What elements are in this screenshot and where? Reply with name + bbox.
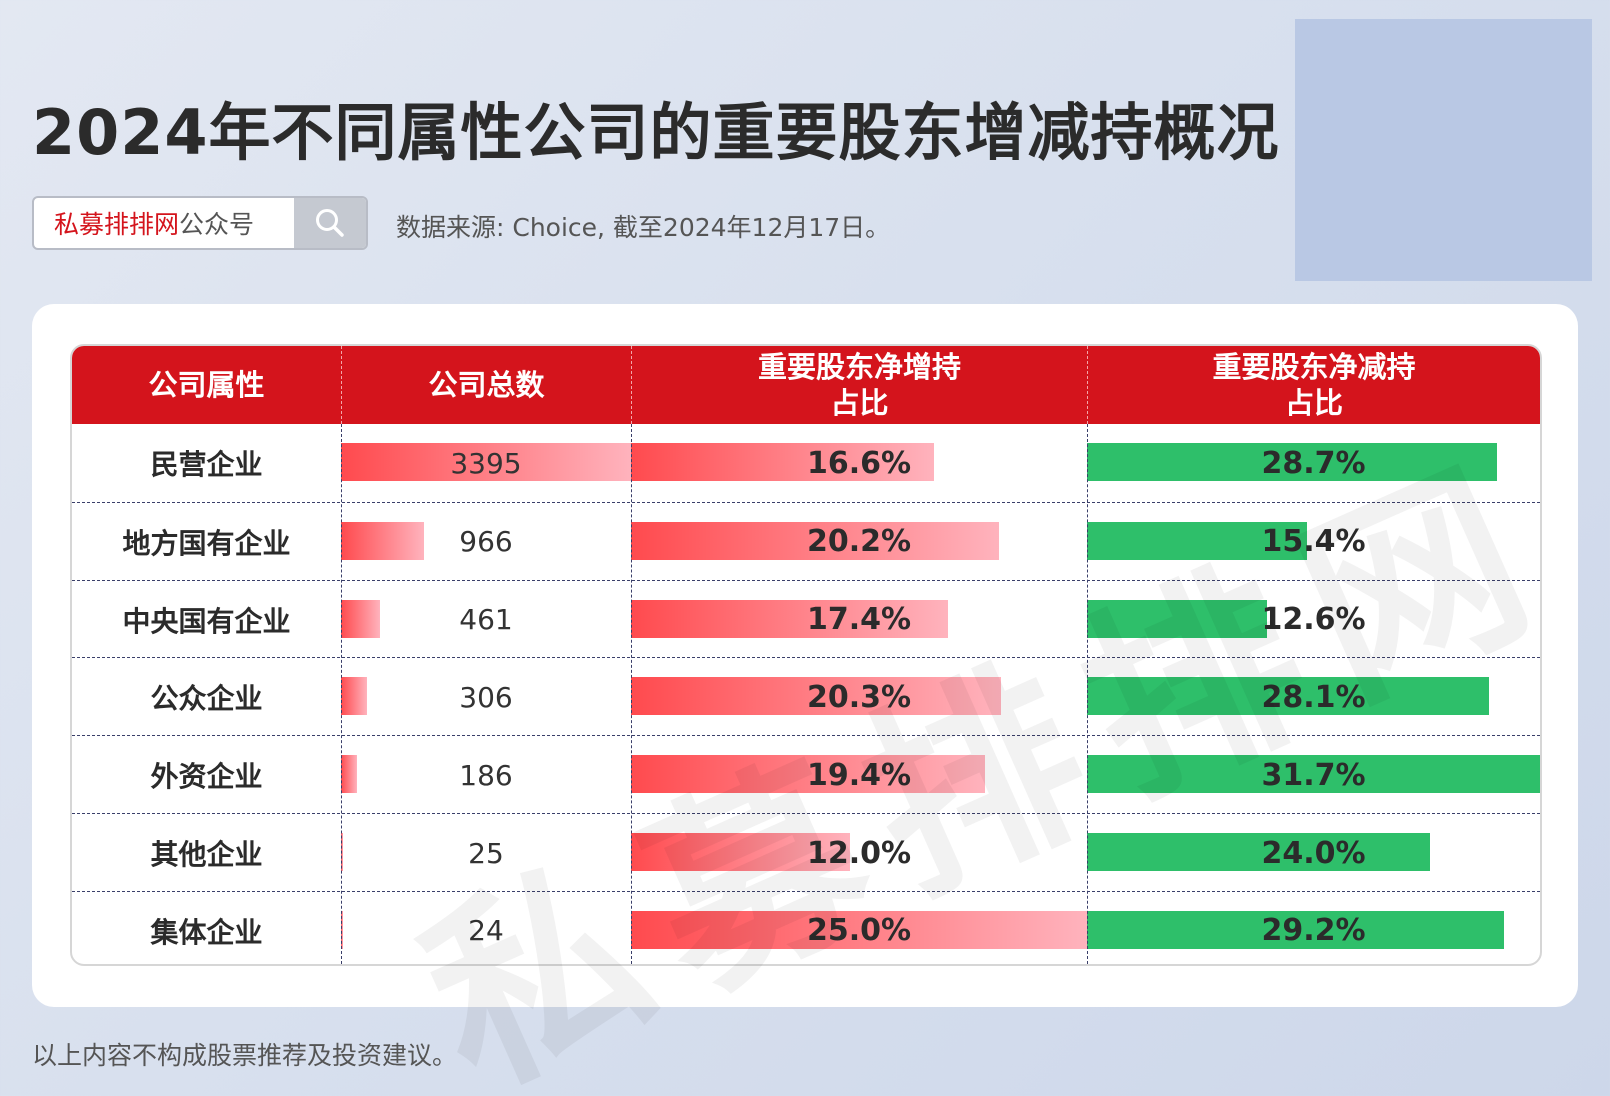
company-count-value: 25: [468, 836, 504, 870]
net-decrease-bar: [1087, 755, 1540, 794]
search-text[interactable]: 私募排排网 公众号: [34, 198, 294, 248]
net-decrease-cell: 15.4%: [1087, 503, 1540, 581]
net-decrease-value: 28.7%: [1261, 445, 1366, 481]
company-count-bar: [341, 443, 631, 481]
net-decrease-bar: [1087, 833, 1430, 871]
net-decrease-value: 12.6%: [1261, 602, 1366, 638]
net-decrease-bar: [1087, 443, 1498, 481]
company-type-label: 外资企业: [150, 760, 263, 794]
company-type-label: 中央国有企业: [122, 604, 291, 638]
net-increase-value: 12.0%: [806, 835, 912, 871]
company-count-value: 24: [468, 914, 504, 948]
company-type-label: 集体企业: [150, 915, 263, 949]
company-count-cell: 24: [341, 892, 631, 964]
search-button[interactable]: [294, 198, 366, 248]
company-type-label: 地方国有企业: [122, 526, 291, 560]
net-increase-cell: 25.0%: [631, 892, 1087, 964]
net-decrease-bar: [1087, 910, 1505, 949]
net-increase-bar: [631, 910, 1087, 949]
company-count-cell: 461: [341, 581, 631, 659]
net-increase-bar: [631, 755, 985, 794]
net-increase-value: 17.4%: [806, 602, 912, 638]
net-increase-value: 25.0%: [806, 913, 912, 949]
company-type-label: 其他企业: [150, 838, 263, 871]
net-decrease-cell: 31.7%: [1087, 736, 1540, 814]
net-decrease-value: 28.1%: [1261, 679, 1366, 715]
company-count-bar: [341, 521, 424, 560]
data-source-note: 数据来源: Choice, 截至2024年12月17日。: [396, 213, 891, 242]
company-count-bar: [341, 833, 344, 871]
company-count-bar: [341, 755, 357, 794]
brand-name: 私募排排网: [54, 210, 180, 239]
net-decrease-cell: 29.2%: [1087, 892, 1540, 964]
column-divider: [1087, 424, 1088, 964]
net-decrease-bar: [1087, 677, 1489, 716]
data-table: 公司属性 公司总数 重要股东净增持 占比 重要股东净减持 占比 民营企业 3395 16.…: [70, 344, 1542, 966]
company-count-value: 186: [459, 758, 513, 792]
search-icon: [316, 209, 344, 237]
company-count-bar: [341, 599, 381, 638]
page-title: 2024年不同属性公司的重要股东增减持概况: [32, 96, 1280, 169]
table-row: 地方国有企业 966 20.2% 15.4%: [72, 501, 1540, 581]
company-type-label: 公众企业: [150, 682, 263, 716]
net-decrease-cell: 12.6%: [1087, 581, 1540, 659]
net-decrease-cell: 28.1%: [1087, 658, 1540, 736]
table-row: 外资企业 186 19.4% 31.7%: [72, 735, 1540, 813]
net-decrease-bar: [1087, 521, 1308, 560]
net-decrease-value: 31.7%: [1261, 757, 1366, 793]
table-header: 公司属性 公司总数 重要股东净增持 占比 重要股东净减持 占比: [72, 346, 1540, 424]
net-decrease-value: 29.2%: [1261, 913, 1366, 949]
table-row: 公众企业 306 20.3% 28.1%: [72, 657, 1540, 735]
net-increase-cell: 20.2%: [631, 503, 1087, 581]
net-increase-bar: [631, 521, 1000, 560]
company-count-cell: 306: [341, 658, 631, 736]
column-divider: [631, 424, 632, 964]
table-row: 其他企业 25 12.0% 24.0%: [72, 813, 1540, 891]
header-company-count: 公司总数: [341, 346, 631, 424]
header-net-increase: 重要股东净增持 占比: [631, 346, 1087, 424]
company-count-value: 306: [459, 680, 513, 714]
company-count-cell: 186: [341, 736, 631, 814]
net-increase-bar: [631, 599, 949, 638]
net-increase-value: 20.2%: [806, 524, 912, 560]
company-count-value: 966: [459, 525, 513, 559]
net-decrease-value: 24.0%: [1261, 835, 1366, 871]
company-count-value: 3395: [450, 446, 522, 480]
company-type-label: 民营企业: [150, 448, 263, 481]
company-count-value: 461: [459, 603, 513, 637]
table-row: 中央国有企业 461 17.4% 12.6%: [72, 579, 1540, 659]
net-decrease-cell: 24.0%: [1087, 814, 1540, 892]
company-count-cell: 966: [341, 503, 631, 581]
net-increase-cell: 16.6%: [631, 424, 1087, 502]
company-count-bar: [341, 910, 344, 949]
decorative-panel: [1295, 19, 1592, 281]
company-count-bar: [341, 677, 368, 716]
net-increase-bar: [631, 677, 1002, 716]
net-increase-cell: 20.3%: [631, 658, 1087, 736]
net-increase-cell: 19.4%: [631, 736, 1087, 814]
table-row: 集体企业 24 25.0% 29.2%: [72, 890, 1540, 964]
net-increase-value: 19.4%: [806, 757, 912, 793]
table-card: 公司属性 公司总数 重要股东净增持 占比 重要股东净减持 占比 民营企业 3395 16.…: [32, 304, 1587, 1096]
net-decrease-value: 15.4%: [1261, 524, 1366, 560]
net-increase-cell: 17.4%: [631, 581, 1087, 659]
net-increase-cell: 12.0%: [631, 814, 1087, 892]
net-increase-value: 16.6%: [806, 445, 912, 481]
net-increase-value: 20.3%: [806, 679, 912, 715]
net-increase-bar: [631, 833, 850, 871]
header-company-type: 公司属性: [148, 368, 265, 402]
net-decrease-cell: 28.7%: [1087, 424, 1540, 502]
company-count-cell: 25: [341, 814, 631, 892]
header-net-decrease: 重要股东净减持 占比: [1087, 346, 1540, 424]
net-decrease-bar: [1087, 599, 1268, 638]
net-increase-bar: [631, 443, 934, 481]
disclaimer: 以上内容不构成股票推荐及投资建议。: [32, 1041, 458, 1070]
column-divider: [341, 424, 342, 964]
brand-suffix: 公众号: [179, 210, 255, 239]
company-count-cell: 3395: [341, 424, 631, 502]
table-row: 民营企业 3395 16.6% 28.7%: [72, 424, 1540, 502]
search-box[interactable]: 私募排排网 公众号: [32, 196, 368, 250]
